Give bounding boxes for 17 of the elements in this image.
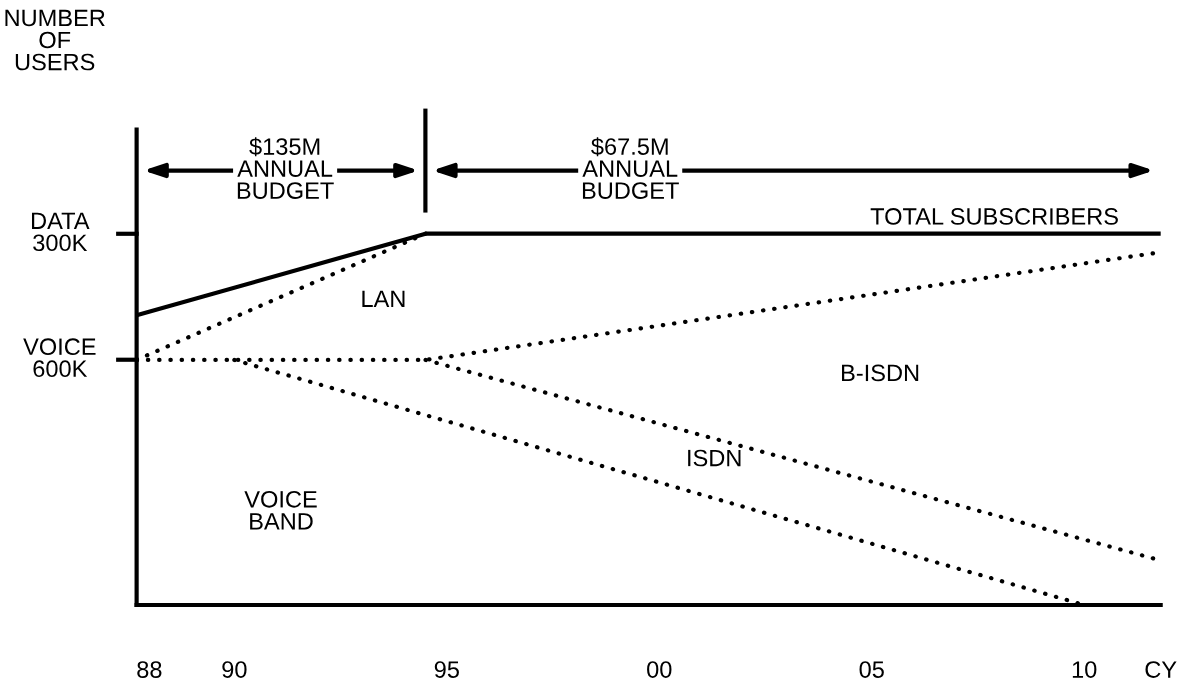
text: VOICE 600K <box>23 338 96 378</box>
x-tick-label: 90 <box>222 661 247 678</box>
series-label: TOTAL SUBSCRIBERS <box>870 208 1118 225</box>
text: DATA 300K <box>32 212 90 252</box>
x-tick-label: 95 <box>434 661 459 678</box>
x-tick-label: 00 <box>647 661 672 678</box>
annotation: ISDN <box>688 449 741 467</box>
text: NUMBER OF USERS <box>5 9 105 71</box>
text: $67.5M ANNUAL BUDGET <box>582 137 679 199</box>
x-tick-label: 10 <box>1072 661 1097 678</box>
x-tick-label: 05 <box>859 661 884 678</box>
annotation: LAN <box>362 290 405 307</box>
x-tick-label: 88 <box>137 661 162 678</box>
annotation: VOICE BAND <box>244 490 317 530</box>
annotation: B-ISDN <box>842 364 919 382</box>
text: $135M ANNUAL BUDGET <box>237 137 334 199</box>
x-axis-title: CY <box>1145 661 1177 678</box>
